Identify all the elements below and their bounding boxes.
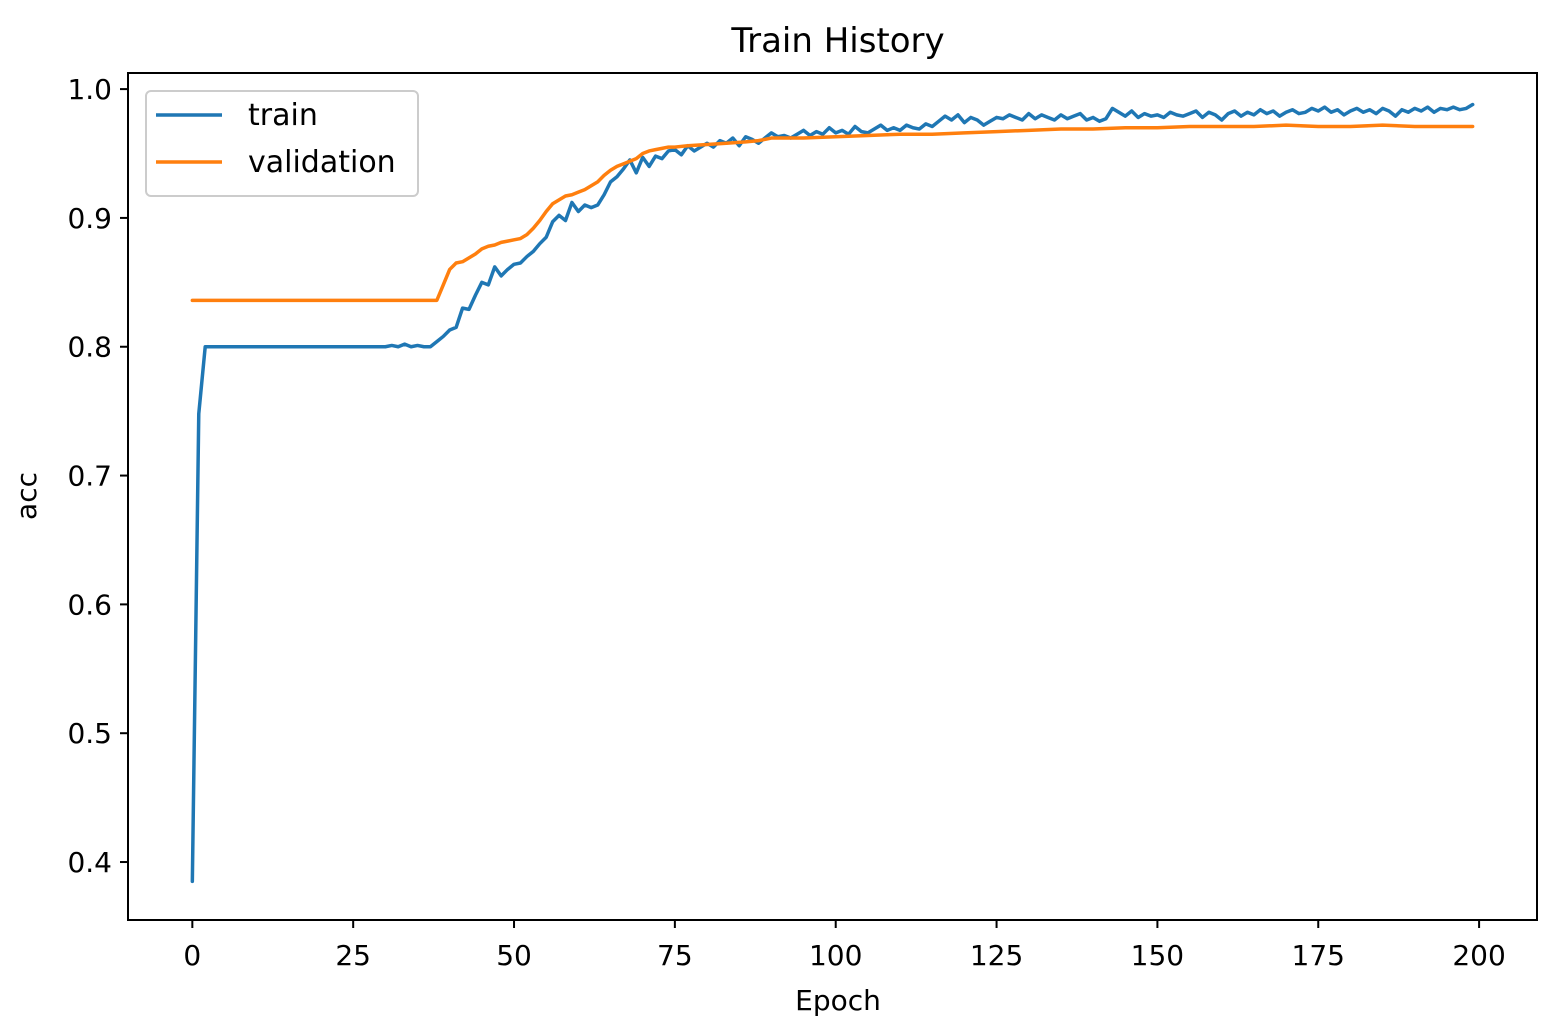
y-tick-label: 0.7 [67,460,112,493]
y-tick-label: 0.4 [67,846,112,879]
y-tick-label: 0.8 [67,331,112,364]
y-axis-label: acc [10,472,43,520]
legend: train validation [145,90,419,197]
y-tick-label: 1.0 [67,73,112,106]
x-tick-label: 100 [809,939,862,972]
series-layer [190,102,1475,884]
y-axis: 0.4 0.5 0.6 0.7 0.8 0.9 1.0 [67,73,128,879]
plot-area-frame [127,72,1538,921]
x-tick-label: 25 [335,939,371,972]
legend-label-train: train [248,98,318,133]
chart-title: Train History [730,21,944,61]
y-tick-label: 0.9 [67,202,112,235]
legend-label-validation: validation [248,145,396,180]
x-tick-label: 125 [970,939,1023,972]
x-tick-label: 175 [1292,939,1345,972]
x-tick-label: 0 [183,939,201,972]
x-tick-label: 150 [1131,939,1184,972]
y-tick-label: 0.5 [67,717,112,750]
x-tick-label: 75 [657,939,693,972]
series-line-train [190,102,1475,884]
series-line-validation [190,123,1475,303]
y-tick-label: 0.6 [67,588,112,621]
x-tick-label: 200 [1452,939,1505,972]
x-axis-label: Epoch [795,984,881,1017]
legend-box [145,90,419,197]
x-tick-label: 50 [496,939,532,972]
x-axis: 0 25 50 75 100 125 150 175 200 [183,920,1506,972]
